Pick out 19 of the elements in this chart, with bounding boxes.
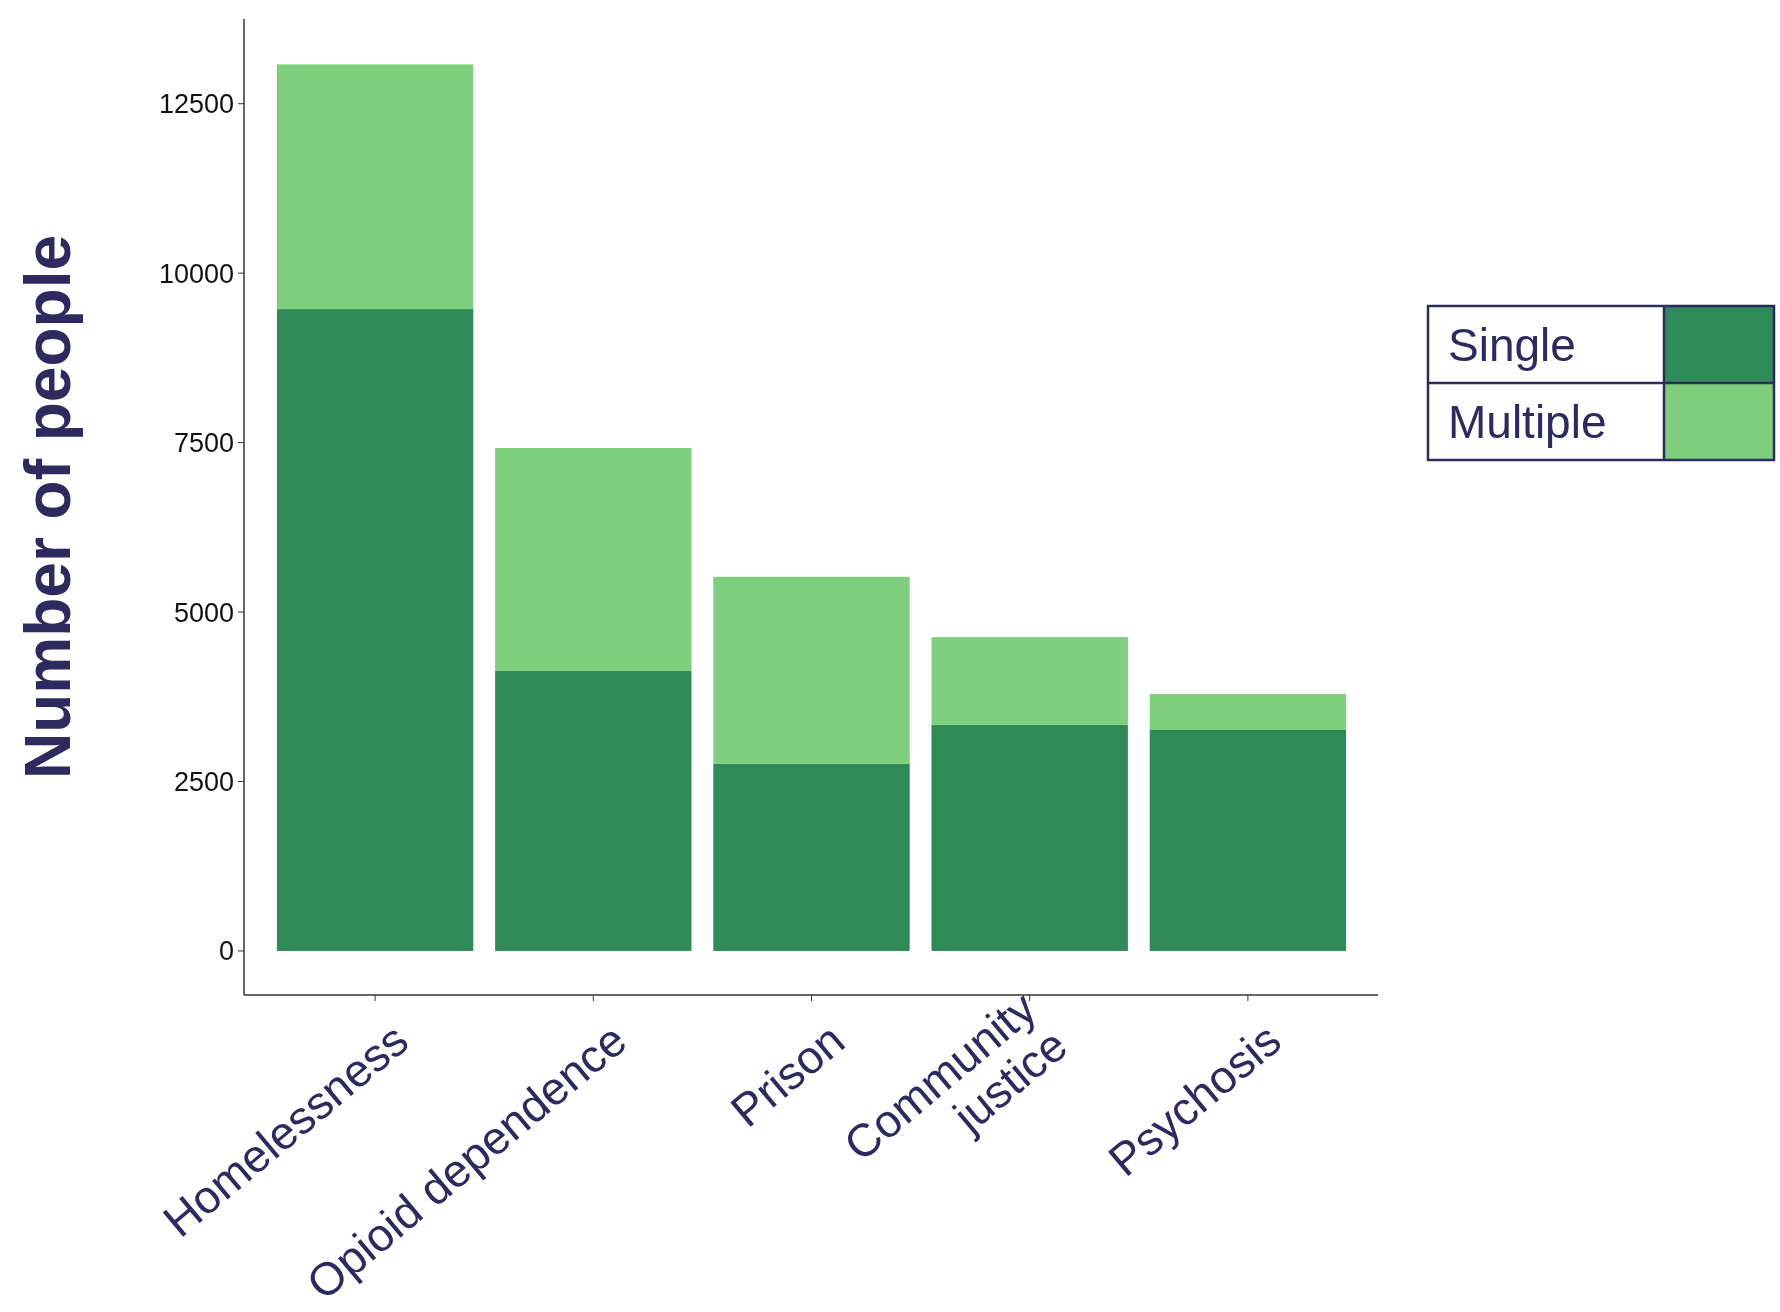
bar <box>713 763 910 951</box>
y-tick-label: 0 <box>218 936 234 967</box>
legend-label: Single <box>1448 318 1576 371</box>
bar <box>1149 694 1347 730</box>
y-tick-label: 10000 <box>158 258 234 289</box>
legend-label: Multiple <box>1448 395 1607 448</box>
y-tick-label: 7500 <box>173 428 234 459</box>
bar <box>276 64 474 310</box>
bar <box>1149 729 1347 951</box>
y-tick-label: 2500 <box>173 766 234 797</box>
y-axis-title: Number of people <box>12 234 84 780</box>
bar <box>495 671 692 951</box>
bar <box>276 309 474 951</box>
bar <box>495 448 692 672</box>
bar <box>713 576 910 764</box>
bar <box>931 724 1128 951</box>
y-tick-label: 12500 <box>158 89 234 120</box>
bar <box>931 637 1128 725</box>
y-tick-label: 5000 <box>173 597 234 628</box>
